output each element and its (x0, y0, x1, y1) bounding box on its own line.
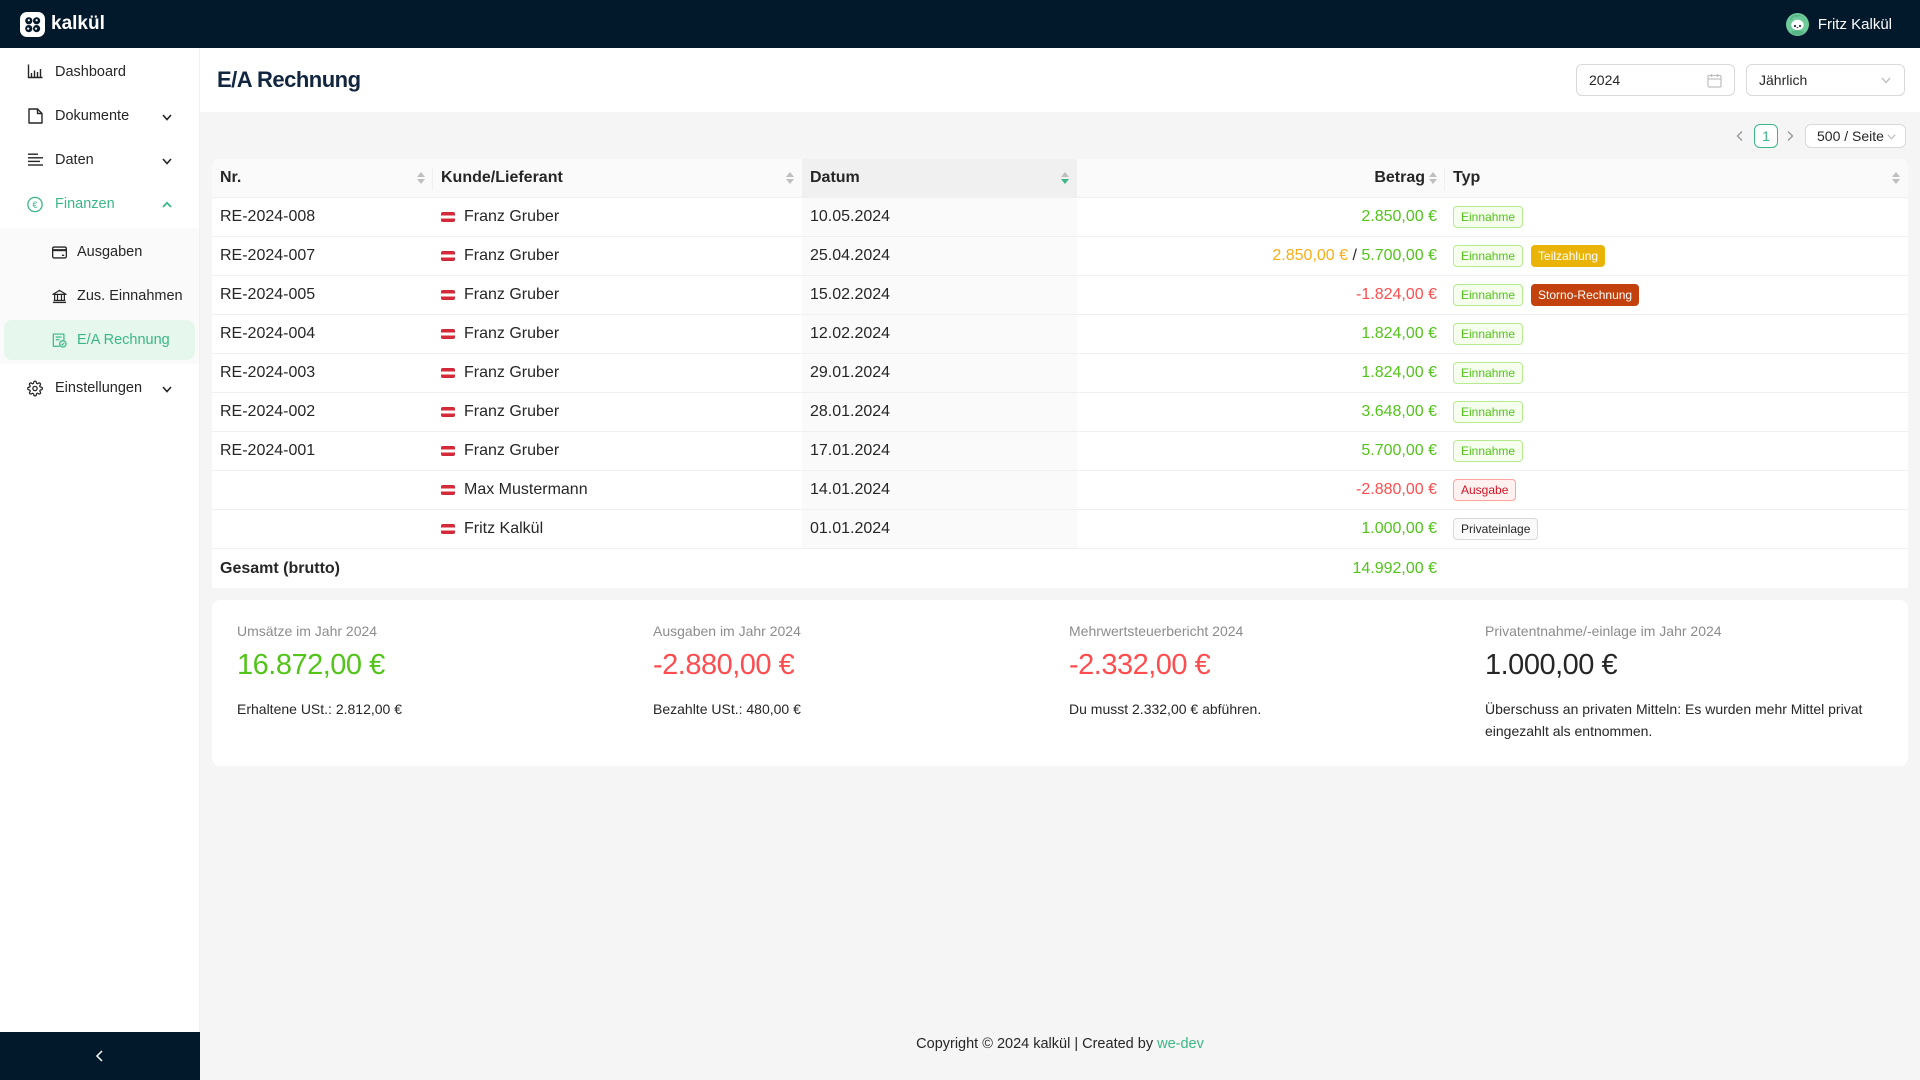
svg-text:€: € (33, 199, 38, 209)
